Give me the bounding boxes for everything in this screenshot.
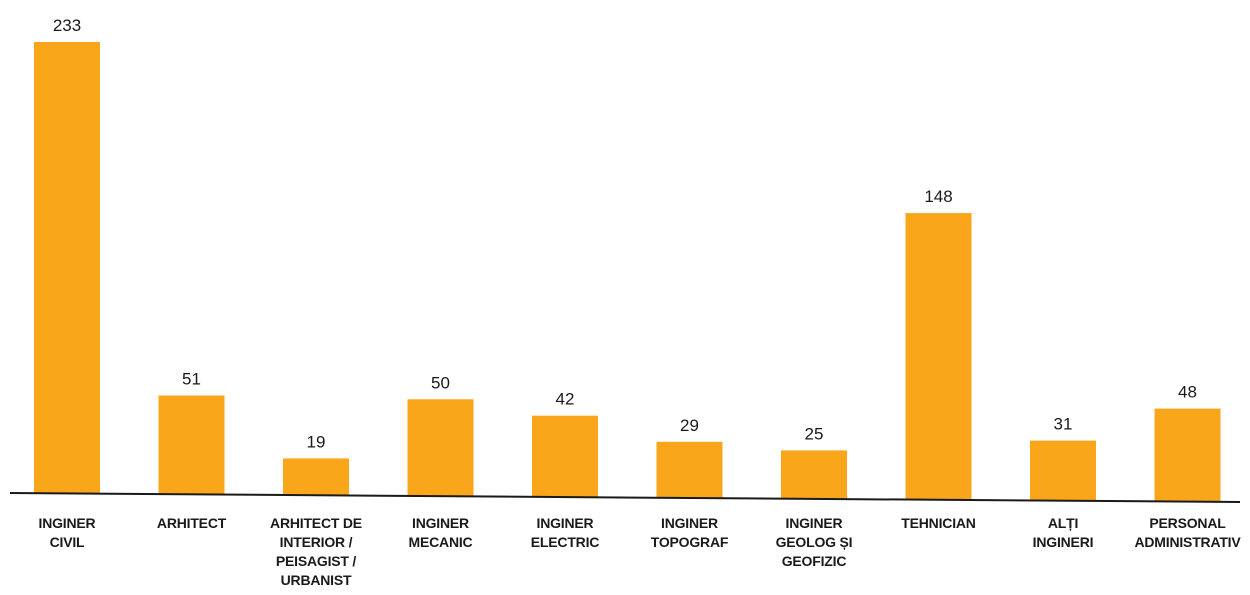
data-label-1: 51 xyxy=(182,370,201,389)
data-label-3: 50 xyxy=(431,373,450,392)
bar-9 xyxy=(1154,408,1221,502)
category-label-8: ALȚI INGINERI xyxy=(1033,515,1094,550)
category-label-2: ARHITECT DE INTERIOR / PEISAGIST / URBANIST xyxy=(270,515,362,588)
category-label-1-line-0: ARHITECT xyxy=(157,515,227,531)
data-label-4: 42 xyxy=(556,390,575,409)
category-label-6: INGINER GEOLOG ȘI GEOFIZIC xyxy=(776,515,853,569)
category-label-1: ARHITECT xyxy=(157,515,227,531)
bar-7 xyxy=(905,213,972,500)
category-labels-layer: INGINER CIVIL ARHITECT ARHITECT DE INTERIOR … xyxy=(39,515,1242,588)
category-label-0-line-1: CIVIL xyxy=(50,534,85,550)
data-label-5: 29 xyxy=(680,416,699,435)
bar-4 xyxy=(532,415,598,498)
category-label-4: INGINER ELECTRIC xyxy=(531,515,599,550)
category-label-7-line-0: TEHNICIAN xyxy=(901,515,976,531)
bar-5 xyxy=(656,441,723,498)
category-label-5: INGINER TOPOGRAF xyxy=(651,515,729,550)
bars-layer xyxy=(34,42,1221,502)
category-label-4-line-1: ELECTRIC xyxy=(531,534,599,550)
category-label-3: INGINER MECANIC xyxy=(409,515,473,550)
category-label-5-line-0: INGINER xyxy=(661,515,718,531)
category-label-4-line-0: INGINER xyxy=(537,515,594,531)
category-label-3-line-1: MECANIC xyxy=(409,534,473,550)
bar-0 xyxy=(34,42,100,494)
bar-8 xyxy=(1030,440,1096,501)
category-label-5-line-1: TOPOGRAF xyxy=(651,534,729,550)
category-label-9-line-1: ADMINISTRATIV xyxy=(1134,534,1241,550)
category-label-0-line-0: INGINER xyxy=(39,515,96,531)
data-label-2: 19 xyxy=(307,432,326,451)
bar-3 xyxy=(407,399,474,497)
bar-2 xyxy=(283,458,349,496)
category-label-2-line-2: PEISAGIST / xyxy=(276,553,357,569)
category-label-6-line-0: INGINER xyxy=(786,515,843,531)
category-label-2-line-3: URBANIST xyxy=(281,572,352,588)
category-label-8-line-0: ALȚI xyxy=(1048,515,1078,531)
category-label-2-line-1: INTERIOR / xyxy=(280,534,353,550)
category-label-9: PERSONAL ADMINISTRATIV xyxy=(1134,515,1241,550)
category-label-2-line-0: ARHITECT DE xyxy=(270,515,362,531)
category-label-7: TEHNICIAN xyxy=(901,515,976,531)
category-label-9-line-0: PERSONAL xyxy=(1149,515,1226,531)
data-label-6: 25 xyxy=(805,424,824,443)
bar-6 xyxy=(781,450,847,499)
category-label-0: INGINER CIVIL xyxy=(39,515,96,550)
value-labels-layer: 233 51 19 50 42 29 25 148 31 48 xyxy=(53,16,1197,451)
data-label-8: 31 xyxy=(1054,415,1073,434)
category-label-8-line-1: INGINERI xyxy=(1033,534,1094,550)
category-label-6-line-1: GEOLOG ȘI xyxy=(776,534,853,550)
category-label-3-line-0: INGINER xyxy=(412,515,469,531)
data-label-0: 233 xyxy=(53,16,81,35)
data-label-9: 48 xyxy=(1178,383,1197,402)
bar-1 xyxy=(158,395,225,495)
category-label-6-line-2: GEOFIZIC xyxy=(782,553,847,569)
x-axis-line xyxy=(9,492,1241,503)
data-label-7: 148 xyxy=(924,187,952,206)
